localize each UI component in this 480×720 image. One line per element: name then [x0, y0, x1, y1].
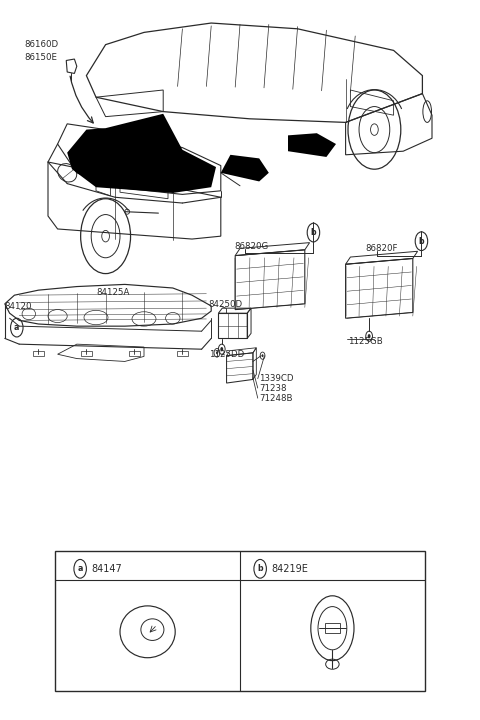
- Polygon shape: [67, 114, 216, 193]
- Polygon shape: [221, 155, 269, 181]
- Text: 84120: 84120: [5, 302, 32, 311]
- Text: 86150E: 86150E: [24, 53, 57, 62]
- Circle shape: [368, 334, 371, 338]
- Text: a: a: [14, 323, 20, 332]
- Bar: [325, 623, 340, 634]
- Text: b: b: [419, 237, 424, 246]
- Circle shape: [216, 351, 218, 354]
- Text: 1125GB: 1125GB: [348, 337, 383, 346]
- Bar: [129, 351, 140, 356]
- Text: a: a: [77, 564, 83, 573]
- Text: b: b: [257, 564, 263, 573]
- Circle shape: [220, 347, 223, 351]
- Circle shape: [262, 354, 264, 357]
- Text: b: b: [311, 228, 316, 237]
- Text: 71238: 71238: [259, 384, 287, 392]
- Text: 86820G: 86820G: [234, 242, 268, 251]
- Text: 86820F: 86820F: [366, 244, 398, 253]
- Polygon shape: [288, 133, 336, 157]
- Bar: [55, 551, 425, 691]
- Text: 84125A: 84125A: [96, 288, 130, 297]
- Text: 71248B: 71248B: [259, 394, 293, 402]
- Bar: [177, 351, 188, 356]
- Text: 84147: 84147: [91, 564, 122, 574]
- Text: 1125DD: 1125DD: [209, 351, 244, 359]
- Text: 86160D: 86160D: [24, 40, 58, 49]
- Bar: [33, 351, 44, 356]
- Bar: [81, 351, 92, 356]
- Text: 84250D: 84250D: [209, 300, 243, 309]
- Text: 84219E: 84219E: [271, 564, 308, 574]
- Text: 1339CD: 1339CD: [259, 374, 294, 383]
